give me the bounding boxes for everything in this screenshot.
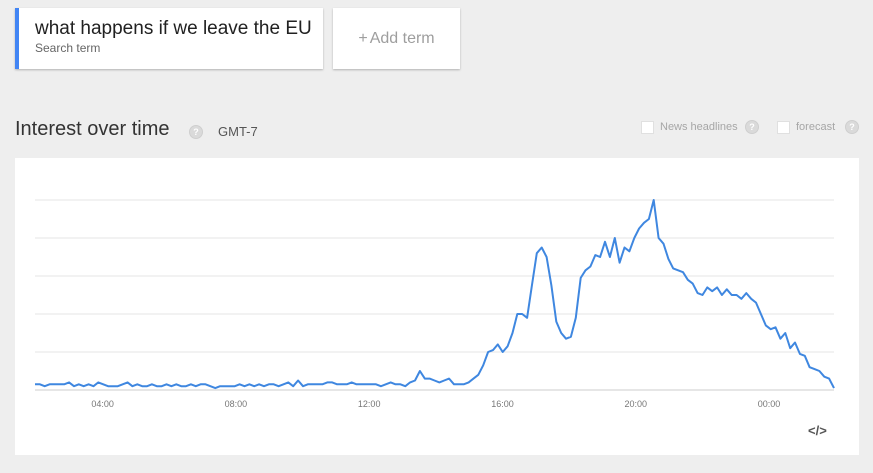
news-headlines-checkbox[interactable] — [641, 121, 654, 134]
search-term-label: Search term — [35, 41, 101, 55]
forecast-checkbox[interactable] — [777, 121, 790, 134]
news-headlines-help-icon[interactable]: ? — [745, 120, 759, 134]
add-term-label: Add term — [369, 29, 435, 47]
embed-code-icon[interactable]: </> — [808, 423, 827, 438]
timezone-label: GMT-7 — [218, 124, 258, 139]
search-term-card[interactable]: what happens if we leave the EU Search t… — [15, 8, 323, 69]
add-term-button[interactable]: + Add term — [333, 8, 460, 69]
x-tick-label: 20:00 — [624, 399, 647, 409]
x-tick-label: 16:00 — [491, 399, 514, 409]
x-tick-label: 00:00 — [758, 399, 781, 409]
section-title: Interest over time — [15, 118, 170, 140]
x-tick-label: 04:00 — [91, 399, 114, 409]
series-line[interactable] — [35, 199, 835, 390]
x-tick-label: 08:00 — [225, 399, 248, 409]
search-term-value[interactable]: what happens if we leave the EU — [35, 18, 312, 39]
news-headlines-label: News headlines — [660, 121, 738, 133]
interest-over-time-chart: 04:00 08:00 12:00 16:00 20:00 00:00 — [35, 199, 835, 409]
forecast-label: forecast — [796, 121, 836, 133]
x-tick-label: 12:00 — [358, 399, 381, 409]
forecast-help-icon[interactable]: ? — [845, 120, 859, 134]
help-icon[interactable]: ? — [189, 125, 203, 139]
plus-icon: + — [358, 29, 368, 47]
chart-card: 04:00 08:00 12:00 16:00 20:00 00:00 — [15, 158, 859, 455]
